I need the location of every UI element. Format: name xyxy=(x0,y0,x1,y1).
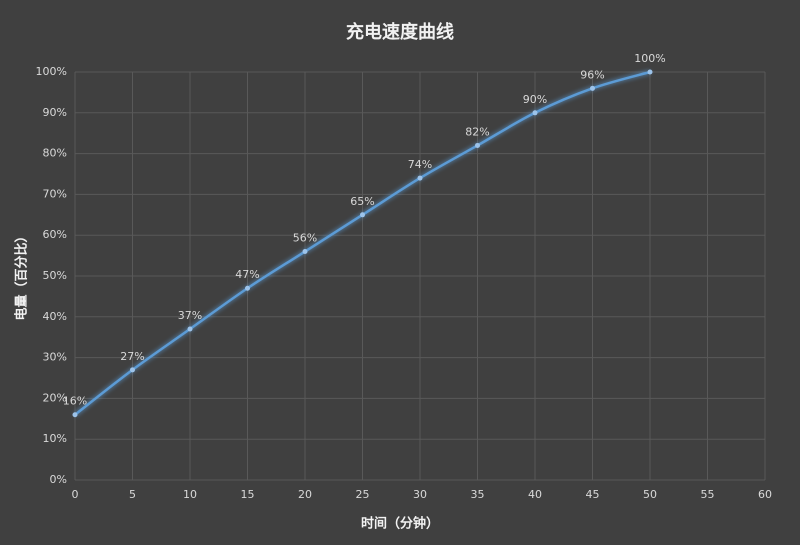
data-label: 100% xyxy=(634,52,665,65)
data-point xyxy=(647,69,653,75)
data-point xyxy=(187,326,193,332)
x-tick-label: 35 xyxy=(471,488,485,501)
data-point xyxy=(360,212,365,218)
x-tick-label: 45 xyxy=(586,488,600,501)
data-label: 47% xyxy=(235,268,259,281)
data-point xyxy=(72,412,78,418)
data-point xyxy=(302,249,308,255)
x-tick-label: 40 xyxy=(528,488,542,501)
y-axis-title: 电量（百分比） xyxy=(14,229,30,320)
data-label: 82% xyxy=(465,125,489,138)
data-label: 74% xyxy=(408,158,432,171)
data-label: 37% xyxy=(178,309,202,322)
data-label: 96% xyxy=(580,68,604,81)
y-tick-label: 40% xyxy=(43,310,67,323)
x-tick-label: 50 xyxy=(643,488,657,501)
y-tick-label: 60% xyxy=(43,228,67,241)
y-tick-label: 50% xyxy=(43,269,67,282)
data-label: 16% xyxy=(63,395,87,408)
data-label: 56% xyxy=(293,232,317,245)
data-point xyxy=(245,285,250,291)
x-tick-label: 10 xyxy=(183,488,197,501)
y-tick-label: 70% xyxy=(43,187,67,200)
x-tick-label: 25 xyxy=(356,488,370,501)
y-tick-label: 10% xyxy=(43,432,67,445)
y-tick-label: 90% xyxy=(43,106,67,119)
data-label: 65% xyxy=(350,195,374,208)
x-tick-label: 55 xyxy=(701,488,715,501)
data-label: 27% xyxy=(120,350,144,363)
data-point xyxy=(130,367,135,373)
y-tick-label: 0% xyxy=(50,473,67,486)
y-tick-label: 100% xyxy=(36,65,67,78)
x-tick-label: 60 xyxy=(758,488,772,501)
y-tick-label: 30% xyxy=(43,351,67,364)
x-tick-label: 15 xyxy=(241,488,255,501)
x-axis-title: 时间（分钟） xyxy=(361,516,439,532)
data-label: 90% xyxy=(523,93,547,106)
y-tick-label: 20% xyxy=(43,391,67,404)
y-tick-label: 80% xyxy=(43,147,67,160)
data-point xyxy=(475,142,480,148)
x-tick-label: 5 xyxy=(129,488,136,501)
x-tick-label: 30 xyxy=(413,488,427,501)
x-tick-label: 0 xyxy=(72,488,79,501)
x-tick-label: 20 xyxy=(298,488,312,501)
chart-title: 充电速度曲线 xyxy=(346,21,454,43)
data-point xyxy=(417,175,423,181)
data-point xyxy=(532,110,538,116)
data-point xyxy=(590,85,595,91)
